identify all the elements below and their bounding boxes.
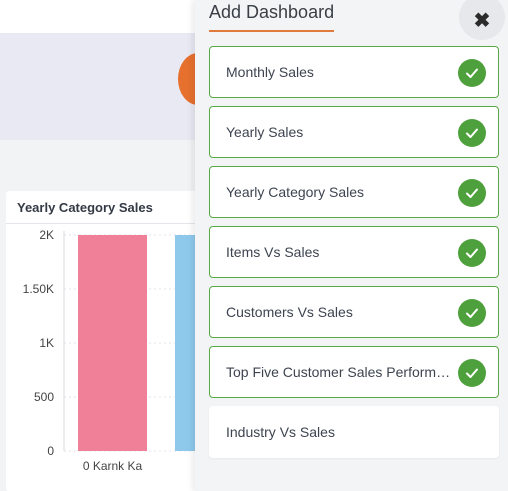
dashboard-option-label: Items Vs Sales	[226, 244, 320, 260]
dashboard-option-label: Yearly Category Sales	[226, 184, 365, 200]
x-tick-label: 0 Karnk Ka	[83, 459, 143, 473]
check-icon	[458, 359, 486, 387]
close-button[interactable]: ✖	[459, 0, 505, 40]
dashboard-option-label: Yearly Sales	[226, 124, 304, 140]
dashboard-option[interactable]: Items Vs Sales	[209, 226, 499, 278]
dashboard-list: Monthly Sales Yearly Sales Yearly Category…	[209, 46, 499, 466]
dashboard-option[interactable]: Top Five Customer Sales Performa...	[209, 346, 499, 398]
drawer-title: Add Dashboard	[209, 2, 335, 22]
dashboard-option-label: Customers Vs Sales	[226, 304, 353, 320]
bar[interactable]	[78, 235, 147, 451]
y-tick-label: 1.50K	[23, 282, 54, 296]
chart-divider	[6, 223, 206, 224]
check-icon	[458, 299, 486, 327]
dashboard-option-label: Top Five Customer Sales Performa...	[226, 364, 454, 380]
chart-title: Yearly Category Sales	[17, 200, 153, 215]
dashboard-option[interactable]: Industry Vs Sales	[209, 406, 499, 458]
y-tick-label: 1K	[39, 336, 54, 350]
yearly-category-sales-card: Yearly Category Sales 2K 1.50K 1K 500 0 0 Kar…	[6, 191, 206, 491]
add-dashboard-drawer: Add Dashboard ✖ Monthly Sales Yearly Sale…	[195, 0, 508, 491]
y-tick-label: 2K	[39, 228, 54, 242]
dashboard-option-label: Monthly Sales	[226, 64, 314, 80]
check-icon	[458, 59, 486, 87]
y-tick-label: 0	[47, 444, 54, 458]
dashboard-option[interactable]: Customers Vs Sales	[209, 286, 499, 338]
dashboard-option[interactable]: Yearly Category Sales	[209, 166, 499, 218]
check-icon	[458, 119, 486, 147]
dashboard-option-label: Industry Vs Sales	[226, 424, 335, 440]
title-underline	[209, 30, 334, 32]
dashboard-option[interactable]: Yearly Sales	[209, 106, 499, 158]
check-icon	[458, 179, 486, 207]
dashboard-option[interactable]: Monthly Sales	[209, 46, 499, 98]
close-icon: ✖	[473, 9, 491, 32]
check-icon	[458, 239, 486, 267]
y-tick-label: 500	[34, 390, 54, 404]
